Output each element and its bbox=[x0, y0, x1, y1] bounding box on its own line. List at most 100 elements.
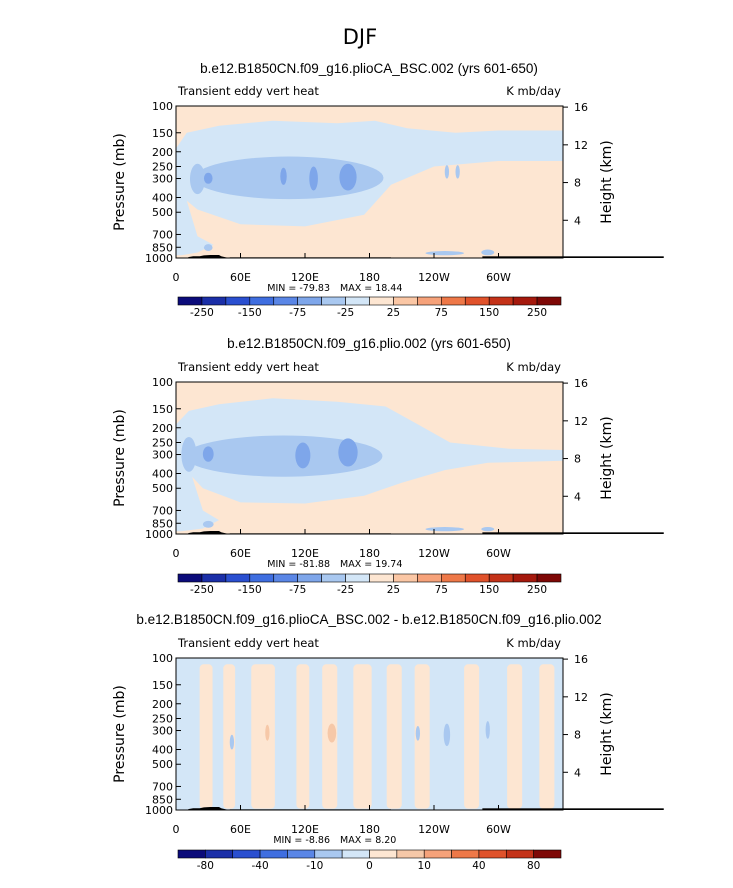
lon-tick-label: 60W bbox=[486, 823, 511, 836]
contour-cell bbox=[203, 172, 213, 184]
pressure-tick-label: 300 bbox=[152, 449, 173, 462]
colorbar-swatch bbox=[536, 296, 562, 306]
colorbar-swatch bbox=[321, 573, 346, 583]
colorbar-label: 10 bbox=[418, 860, 431, 872]
contour-cell bbox=[229, 734, 235, 750]
pressure-tick-label: 200 bbox=[152, 146, 173, 159]
contour-cell bbox=[425, 251, 465, 256]
contour-cell bbox=[415, 725, 421, 741]
panel-subtitle-right: K mb/day bbox=[506, 360, 561, 374]
contour-cell bbox=[485, 721, 490, 739]
colorbar-swatch bbox=[369, 296, 394, 306]
topography bbox=[186, 255, 230, 258]
colorbar-swatch bbox=[205, 849, 234, 859]
colorbar-swatch bbox=[423, 849, 452, 859]
pressure-tick-label: 400 bbox=[152, 468, 173, 481]
colorbar-swatch bbox=[441, 573, 466, 583]
pressure-tick-label: 200 bbox=[152, 698, 173, 711]
pressure-tick-label: 100 bbox=[152, 376, 173, 389]
colorbar-swatch bbox=[297, 573, 322, 583]
contour-band bbox=[507, 664, 523, 809]
colorbar-swatch bbox=[249, 573, 275, 583]
min-label: MIN = -8.86 bbox=[273, 835, 330, 846]
pressure-tick-label: 500 bbox=[152, 206, 173, 219]
colorbar-label: -25 bbox=[337, 584, 354, 596]
colorbar-swatch bbox=[464, 296, 490, 306]
lon-tick-label: 60W bbox=[486, 547, 511, 560]
contour-band bbox=[464, 664, 480, 809]
colorbar-swatch bbox=[417, 573, 442, 583]
panel-title: b.e12.B1850CN.f09_g16.plioCA_BSC.002 (yr… bbox=[200, 61, 538, 76]
contour-cell bbox=[339, 163, 357, 191]
pressure-tick-label: 300 bbox=[152, 173, 173, 186]
contour-cell bbox=[194, 156, 384, 200]
pressure-tick-label: 150 bbox=[152, 403, 173, 416]
colorbar-swatch bbox=[369, 573, 394, 583]
colorbar-label: -75 bbox=[289, 307, 306, 319]
colorbar-label: -40 bbox=[251, 860, 268, 872]
contour-cell bbox=[184, 435, 383, 477]
pressure-tick-label: 150 bbox=[152, 127, 173, 140]
lon-tick-label: 180 bbox=[359, 547, 380, 560]
colorbar-swatch bbox=[177, 296, 203, 306]
pressure-tick-label: 250 bbox=[152, 436, 173, 449]
pressure-tick-label: 500 bbox=[152, 758, 173, 771]
colorbar-swatch bbox=[478, 849, 507, 859]
panel-subtitle-left: Transient eddy vert heat bbox=[177, 84, 319, 98]
contour-cell bbox=[309, 166, 318, 191]
contour-band bbox=[353, 664, 372, 809]
colorbar-label: 25 bbox=[387, 307, 400, 319]
y-axis-label-right: Height (km) bbox=[599, 140, 615, 223]
colorbar-label: -75 bbox=[289, 584, 306, 596]
y-axis-label-left: Pressure (mb) bbox=[112, 409, 128, 507]
lon-tick-label: 120W bbox=[418, 271, 450, 284]
colorbar-swatch bbox=[451, 849, 480, 859]
pressure-tick-label: 400 bbox=[152, 192, 173, 205]
colorbar-swatch bbox=[369, 849, 398, 859]
panel-title: b.e12.B1850CN.f09_g16.plioCA_BSC.002 - b… bbox=[136, 612, 601, 627]
lon-tick-label: 120W bbox=[418, 547, 450, 560]
y-axis-label-left: Pressure (mb) bbox=[112, 133, 128, 231]
panel-2: b.e12.B1850CN.f09_g16.plio.002 (yrs 601-… bbox=[112, 336, 664, 596]
contour-band bbox=[251, 664, 275, 809]
height-tick-label: 4 bbox=[574, 766, 581, 779]
pressure-tick-label: 700 bbox=[152, 504, 173, 517]
colorbar-swatch bbox=[345, 296, 370, 306]
contour-cell bbox=[202, 520, 214, 528]
contour-cell bbox=[295, 442, 311, 469]
pressure-tick-label: 700 bbox=[152, 780, 173, 793]
colorbar-swatch bbox=[396, 849, 425, 859]
contour-cell bbox=[481, 527, 495, 532]
height-tick-label: 16 bbox=[574, 101, 588, 114]
height-tick-label: 4 bbox=[574, 490, 581, 503]
contour-band bbox=[414, 664, 430, 809]
colorbar-swatch bbox=[177, 849, 206, 859]
colorbar-label: 40 bbox=[472, 860, 485, 872]
pressure-tick-label: 1000 bbox=[145, 804, 173, 817]
panel-1: b.e12.B1850CN.f09_g16.plioCA_BSC.002 (yr… bbox=[112, 61, 664, 319]
lon-tick-label: 120E bbox=[291, 547, 319, 560]
contour-cell bbox=[481, 249, 495, 256]
colorbar-label: 75 bbox=[435, 307, 448, 319]
colorbar-label: 25 bbox=[387, 584, 400, 596]
pressure-tick-label: 100 bbox=[152, 652, 173, 665]
colorbar-label: 150 bbox=[479, 307, 499, 319]
height-tick-label: 8 bbox=[574, 453, 581, 466]
contour-cell bbox=[280, 167, 287, 185]
pressure-tick-label: 250 bbox=[152, 160, 173, 173]
colorbar-label: 0 bbox=[366, 860, 373, 872]
colorbar-label: -150 bbox=[238, 307, 262, 319]
height-tick-label: 16 bbox=[574, 377, 588, 390]
pressure-tick-label: 850 bbox=[152, 241, 173, 254]
colorbar-swatch bbox=[345, 573, 370, 583]
contour-cell bbox=[338, 438, 358, 467]
contour-band bbox=[539, 664, 555, 809]
colorbar-swatch bbox=[536, 573, 562, 583]
contour-cell bbox=[203, 244, 213, 252]
contour-cell bbox=[455, 165, 460, 179]
lon-tick-label: 0 bbox=[173, 823, 180, 836]
height-tick-label: 12 bbox=[574, 415, 588, 428]
lon-tick-label: 180 bbox=[359, 823, 380, 836]
colorbar-swatch bbox=[488, 573, 514, 583]
